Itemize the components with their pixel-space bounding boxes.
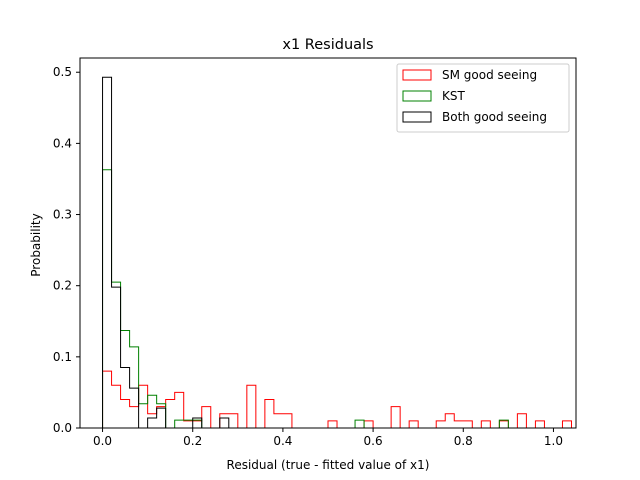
legend-box <box>396 63 570 133</box>
x-tick-label: 0.6 <box>364 434 383 448</box>
legend-label: SM good seeing <box>442 68 537 82</box>
y-axis-label: Probability <box>29 213 43 276</box>
series-1-histogram-outline <box>102 169 509 429</box>
legend-items: SM good seeing KST Both good seeing <box>402 68 547 124</box>
y-tick-label: 0.5 <box>53 65 72 79</box>
x-tick-label: 0.0 <box>93 434 112 448</box>
x-tick-label: 1.0 <box>544 434 563 448</box>
y-tick-label: 0.4 <box>53 136 72 150</box>
x-tick-label: 0.8 <box>454 434 473 448</box>
legend-swatch <box>402 69 432 81</box>
chart-title: x1 Residuals <box>282 37 373 53</box>
series-0-histogram-outline <box>102 370 572 429</box>
x-tick-label: 0.2 <box>183 434 202 448</box>
plot-frame <box>79 57 577 429</box>
legend: SM good seeing KST Both good seeing <box>396 63 570 133</box>
y-tick-label: 0.1 <box>53 350 72 364</box>
legend-swatch <box>402 111 432 123</box>
y-tick-label: 0.3 <box>53 208 72 222</box>
x-tick-label: 0.4 <box>273 434 292 448</box>
legend-swatch <box>402 90 432 102</box>
x-axis-label: Residual (true - fitted value of x1) <box>227 458 430 472</box>
y-tick-label: 0.0 <box>53 421 72 435</box>
ticks-layer: 0.0 0.2 0.4 0.6 0.8 1.0 0.0 0.1 0.2 0.3 0.4 0.5 <box>53 65 563 448</box>
legend-label: KST <box>442 89 465 103</box>
legend-label: Both good seeing <box>442 110 547 124</box>
series-2-histogram-outline <box>102 76 230 429</box>
y-tick-label: 0.2 <box>53 279 72 293</box>
